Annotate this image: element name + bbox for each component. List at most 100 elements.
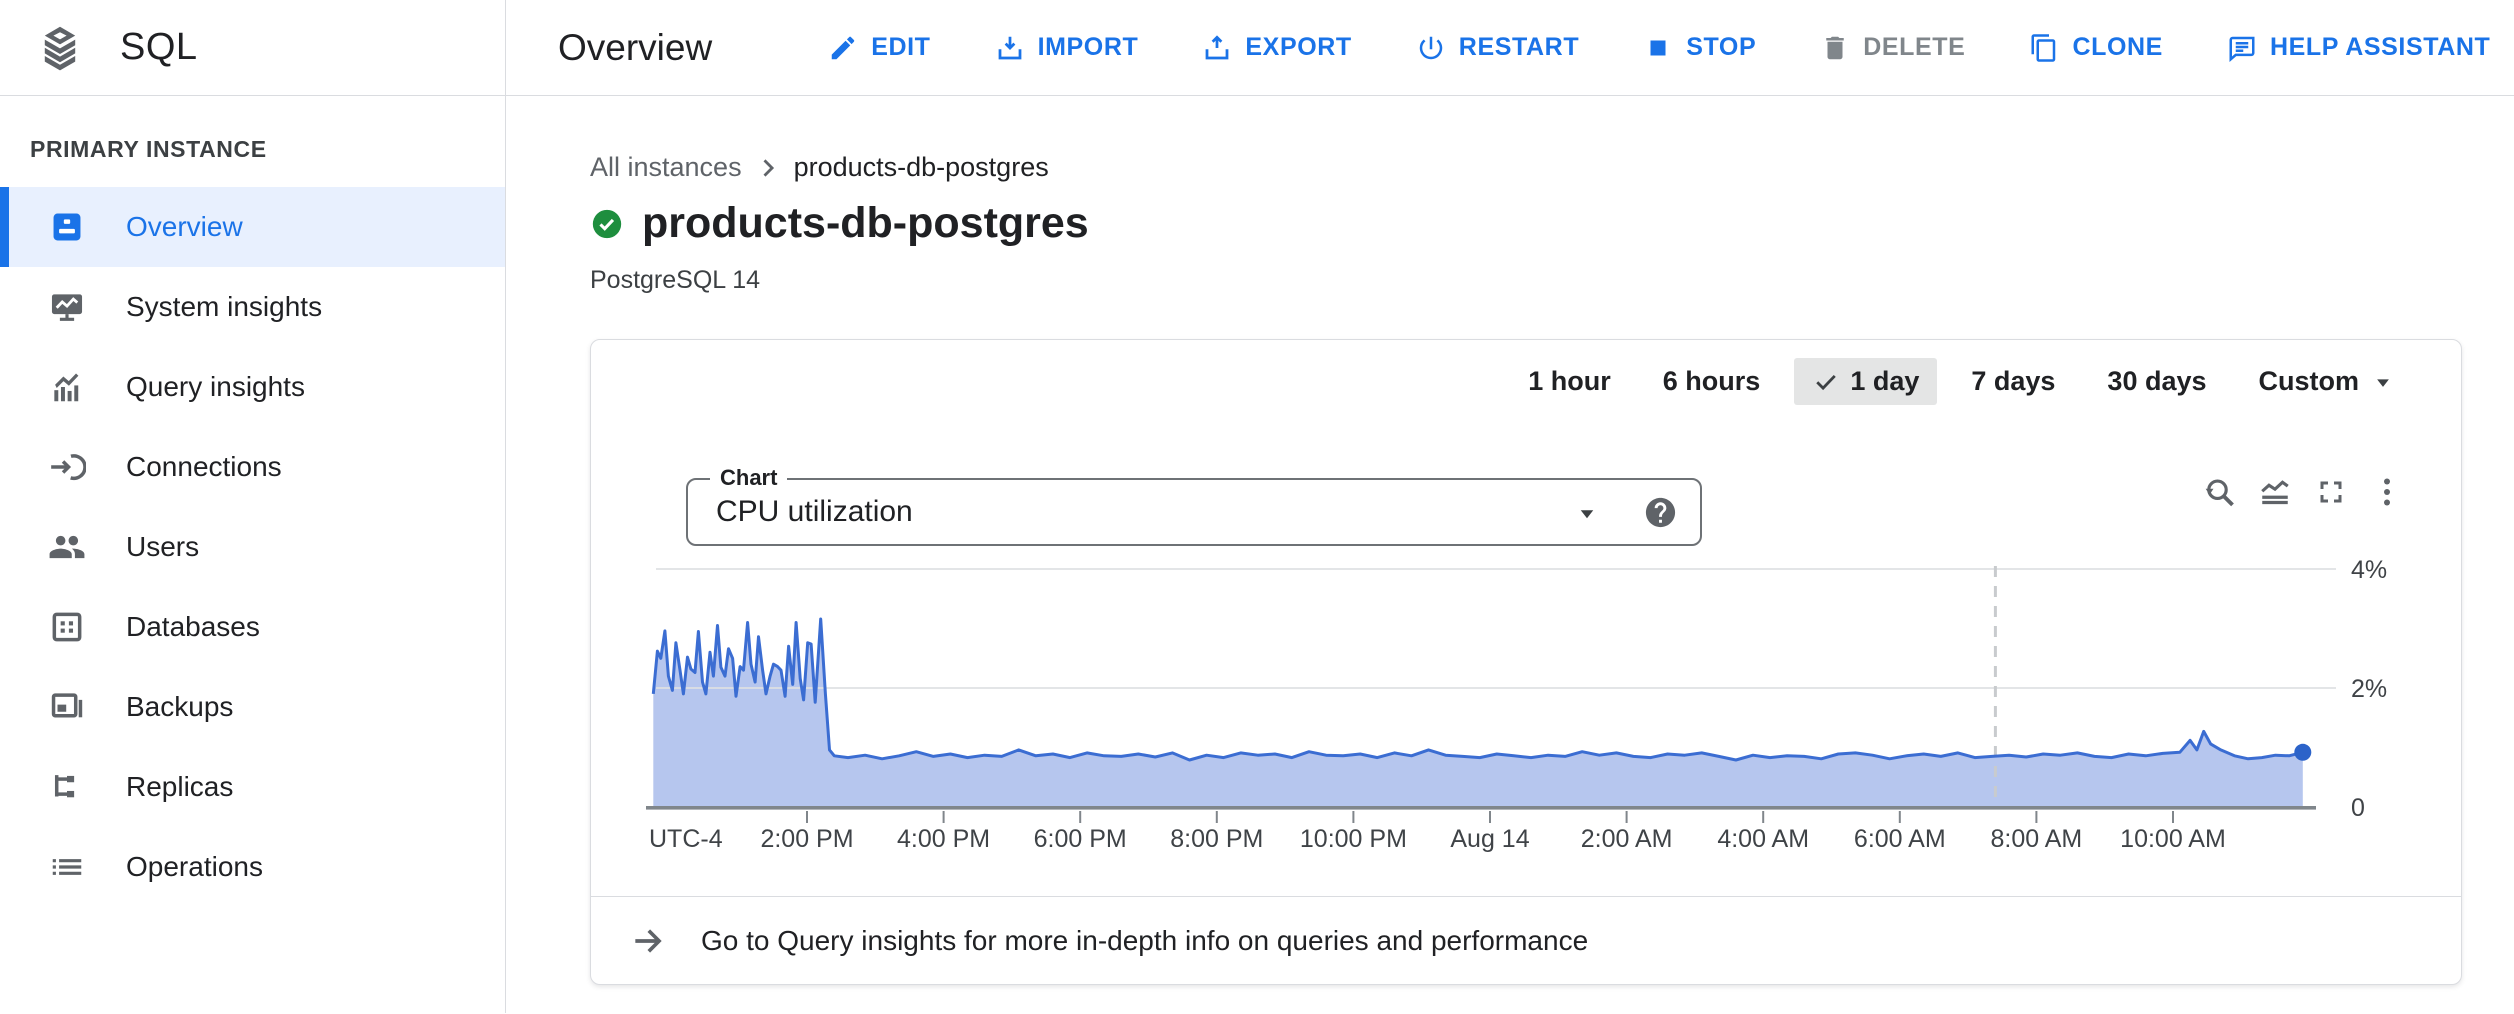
import-button-label: IMPORT bbox=[1037, 33, 1139, 61]
more-vert-icon bbox=[2369, 474, 2405, 510]
clone-button[interactable]: CLONE bbox=[2029, 33, 2163, 63]
query-insights-link-row[interactable]: Go to Query insights for more in-depth i… bbox=[591, 896, 2461, 984]
help-assistant-button[interactable]: HELP ASSISTANT bbox=[2227, 33, 2490, 63]
cpu-line bbox=[651, 617, 2304, 762]
time-range-30-days[interactable]: 30 days bbox=[2107, 366, 2207, 396]
sidebar-item-databases[interactable]: Databases bbox=[0, 587, 505, 667]
sidebar-item-label: Overview bbox=[126, 211, 243, 242]
dropdown-arrow-icon bbox=[2369, 368, 2397, 396]
x-tick-label: 4:00 AM bbox=[1717, 825, 1809, 853]
import-icon bbox=[995, 33, 1025, 63]
breadcrumb-current: products-db-postgres bbox=[793, 152, 1049, 182]
cpu-area-fill bbox=[653, 619, 2303, 807]
x-tick-label: 2:00 PM bbox=[760, 825, 853, 853]
latest-value-dot bbox=[2294, 743, 2312, 761]
restart-button-label: RESTART bbox=[1458, 33, 1580, 61]
sidebar-item-overview[interactable]: Overview bbox=[0, 187, 505, 267]
stop-button[interactable]: STOP bbox=[1643, 33, 1756, 63]
dropdown-arrow-icon[interactable] bbox=[1572, 498, 1602, 528]
instance-action-buttons: EDIT IMPORT EXPORT RESTART STOP DELETE CLONE HE… bbox=[828, 33, 2490, 63]
time-range-1-hour[interactable]: 1 hour bbox=[1528, 366, 1611, 396]
sidebar-item-label: Query insights bbox=[126, 371, 305, 402]
help-icon[interactable] bbox=[1643, 495, 1678, 530]
sidebar-item-query-insights[interactable]: Query insights bbox=[0, 347, 505, 427]
system-insights-icon bbox=[48, 288, 86, 326]
edit-pencil-icon bbox=[828, 33, 858, 63]
x-tick-label: 2:00 AM bbox=[1581, 825, 1673, 853]
stop-square-icon bbox=[1643, 33, 1673, 63]
product-brand: SQL bbox=[0, 0, 506, 95]
instance-title-row: products-db-postgres bbox=[590, 199, 2514, 248]
export-icon bbox=[1202, 33, 1232, 63]
area-chart-icon bbox=[2257, 474, 2293, 510]
sidebar-nav: PRIMARY INSTANCE Overview System insights… bbox=[0, 96, 506, 1013]
x-tick-label: 10:00 AM bbox=[2120, 825, 2226, 853]
operations-icon bbox=[48, 848, 86, 886]
backups-icon bbox=[48, 688, 86, 726]
sidebar-item-system-insights[interactable]: System insights bbox=[0, 267, 505, 347]
main-content: All instances products-db-postgres produ… bbox=[506, 96, 2514, 1013]
zoom-reset-icon bbox=[2201, 474, 2237, 510]
x-tick-label: 6:00 AM bbox=[1854, 825, 1946, 853]
zoom-reset-button[interactable] bbox=[2201, 474, 2237, 510]
metrics-card: 1 hour 6 hours 1 day 7 days 30 days Custom Ch… bbox=[590, 339, 2462, 985]
delete-button-label: DELETE bbox=[1863, 33, 1966, 61]
breadcrumb-all-instances-link[interactable]: All instances bbox=[590, 152, 742, 182]
x-tick-label: 8:00 AM bbox=[1991, 825, 2083, 853]
help-assistant-chat-icon bbox=[2227, 33, 2257, 63]
help-assistant-button-label: HELP ASSISTANT bbox=[2269, 33, 2491, 61]
sidebar-item-label: Connections bbox=[126, 451, 282, 482]
instance-engine-version: PostgreSQL 14 bbox=[590, 266, 761, 294]
time-range-7-days[interactable]: 7 days bbox=[1971, 366, 2056, 396]
x-tick-label: Aug 14 bbox=[1450, 825, 1529, 853]
y-tick-label: 2% bbox=[2351, 675, 2387, 703]
replicas-icon bbox=[48, 768, 86, 806]
fullscreen-button[interactable] bbox=[2313, 474, 2349, 510]
sidebar-item-label: Users bbox=[126, 531, 200, 562]
chart-metric-select[interactable]: Chart CPU utilization bbox=[686, 465, 1702, 546]
restart-button[interactable]: RESTART bbox=[1416, 33, 1579, 63]
query-insights-icon bbox=[48, 368, 86, 406]
time-range-6-hours[interactable]: 6 hours bbox=[1662, 366, 1761, 396]
sidebar-section-label: PRIMARY INSTANCE bbox=[30, 136, 267, 162]
time-range-1-day[interactable]: 1 day bbox=[1794, 358, 1938, 405]
breadcrumb: All instances products-db-postgres bbox=[590, 152, 2514, 183]
chart-select-label: Chart bbox=[710, 465, 788, 491]
fullscreen-icon bbox=[2313, 474, 2349, 510]
y-tick-label: 4% bbox=[2351, 556, 2387, 584]
product-name: SQL bbox=[120, 26, 198, 68]
sidebar-item-operations[interactable]: Operations bbox=[0, 827, 505, 907]
time-range-custom[interactable]: Custom bbox=[2241, 358, 2416, 405]
cpu-utilization-chart[interactable]: 2:00 PM 4:00 PM 6:00 PM 8:00 PM 10:00 PM Aug … bbox=[591, 538, 2463, 884]
time-range-selector: 1 hour 6 hours 1 day 7 days 30 days Custom bbox=[1510, 358, 2415, 405]
edit-button[interactable]: EDIT bbox=[828, 33, 930, 63]
chevron-right-icon bbox=[754, 154, 782, 182]
export-button-label: EXPORT bbox=[1245, 33, 1352, 61]
users-icon bbox=[48, 528, 86, 566]
chart-style-button[interactable] bbox=[2257, 474, 2293, 510]
chart-select-value: CPU utilization bbox=[716, 495, 913, 528]
x-tick-label: 6:00 PM bbox=[1034, 825, 1127, 853]
query-insights-link-text: Go to Query insights for more in-depth i… bbox=[701, 924, 1589, 956]
sidebar-item-label: System insights bbox=[126, 291, 323, 322]
export-button[interactable]: EXPORT bbox=[1202, 33, 1351, 63]
sidebar-item-replicas[interactable]: Replicas bbox=[0, 747, 505, 827]
connections-icon bbox=[48, 448, 86, 486]
databases-icon bbox=[48, 608, 86, 646]
delete-button[interactable]: DELETE bbox=[1820, 33, 1965, 63]
import-button[interactable]: IMPORT bbox=[995, 33, 1139, 63]
chart-toolbar bbox=[2201, 474, 2405, 510]
page-header: Overview EDIT IMPORT EXPORT RESTART STOP DELE… bbox=[506, 0, 2514, 95]
sidebar-item-connections[interactable]: Connections bbox=[0, 427, 505, 507]
x-tick-label: 8:00 PM bbox=[1170, 825, 1263, 853]
x-tick-label: 4:00 PM bbox=[897, 825, 990, 853]
sidebar-item-users[interactable]: Users bbox=[0, 507, 505, 587]
sidebar-item-label: Replicas bbox=[126, 771, 234, 802]
more-options-button[interactable] bbox=[2369, 474, 2405, 510]
sidebar-item-backups[interactable]: Backups bbox=[0, 667, 505, 747]
y-tick-label: 0 bbox=[2351, 794, 2365, 822]
overview-icon bbox=[48, 208, 86, 246]
check-icon bbox=[1812, 368, 1840, 396]
edit-button-label: EDIT bbox=[871, 33, 931, 61]
status-ok-check-circle-icon bbox=[590, 207, 624, 241]
